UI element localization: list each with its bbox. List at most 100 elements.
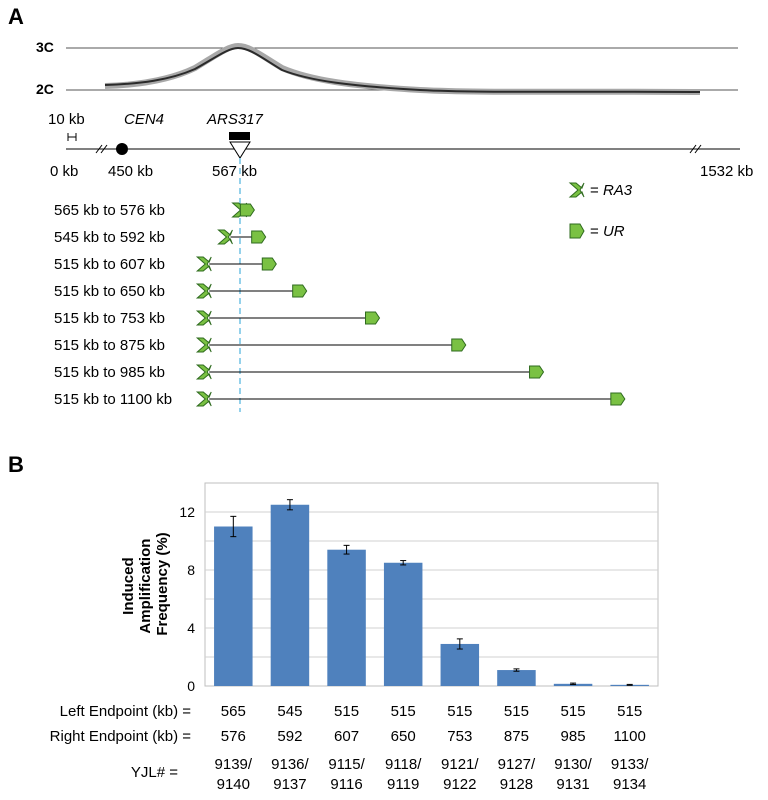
y-axis-label-line-2: Amplification bbox=[137, 539, 154, 634]
bars bbox=[214, 504, 649, 686]
right-endpoint-value: 1100 bbox=[614, 728, 646, 745]
left-endpoint-value: 515 bbox=[504, 703, 529, 720]
y-axis-label: Induced Amplification Frequency (%) bbox=[120, 532, 171, 635]
right-endpoint-value: 753 bbox=[447, 728, 472, 745]
yjl-value-line-1: 9118/ bbox=[385, 756, 422, 773]
yjl-value-line-1: 9115/ bbox=[328, 756, 365, 773]
y-tick-label: 8 bbox=[187, 562, 195, 578]
yjl-value-line-2: 9131 bbox=[556, 776, 589, 793]
RA3-cassette-icon bbox=[195, 364, 212, 380]
y-tick-label: 0 bbox=[187, 678, 195, 694]
left-endpoint-value: 515 bbox=[447, 703, 472, 720]
svg-text:= RA3: = RA3 bbox=[590, 182, 633, 199]
error-bar bbox=[513, 668, 520, 672]
panel-a-label: A bbox=[8, 4, 24, 29]
yjl-value-line-2: 9122 bbox=[443, 776, 476, 793]
yjl-value-line-2: 9128 bbox=[500, 776, 533, 793]
RA3-cassette-icon bbox=[195, 283, 212, 299]
bar bbox=[440, 643, 480, 686]
y-axis-label-line-1: Induced bbox=[120, 557, 137, 615]
legend-ra3-eq: = bbox=[590, 182, 603, 199]
legend-ra3-name: RA3 bbox=[603, 182, 633, 199]
UR-cassette-icon bbox=[239, 203, 255, 217]
chromosome-tick-450kb: 450 kb bbox=[108, 163, 153, 180]
UR-cassette-icon bbox=[261, 257, 277, 271]
error-bar bbox=[456, 638, 463, 650]
yjl-value-line-1: 9133/ bbox=[611, 756, 649, 773]
error-bar bbox=[626, 683, 633, 686]
construct-row: 515 kb to 875 kb bbox=[54, 337, 467, 354]
bar bbox=[270, 504, 310, 686]
chromosome-tick-0kb: 0 kb bbox=[50, 163, 78, 180]
construct-label: 515 kb to 875 kb bbox=[54, 337, 165, 354]
scale-bar-label: 10 kb bbox=[48, 111, 85, 128]
right-endpoint-value: 592 bbox=[277, 728, 302, 745]
construct-label: 545 kb to 592 kb bbox=[54, 229, 165, 246]
ars317-box bbox=[229, 132, 250, 140]
construct-label: 515 kb to 650 kb bbox=[54, 283, 165, 300]
yjl-value-line-2: 9134 bbox=[613, 776, 646, 793]
construct-label: 565 kb to 576 kb bbox=[54, 202, 165, 219]
RA3-icon bbox=[568, 182, 585, 198]
left-endpoint-value: 515 bbox=[617, 703, 642, 720]
yjl-value-line-2: 9116 bbox=[330, 776, 362, 793]
RA3-cassette-icon bbox=[195, 256, 212, 272]
construct-row: 515 kb to 650 kb bbox=[54, 283, 308, 300]
right-endpoint-row-label: Right Endpoint (kb) = bbox=[50, 728, 192, 745]
error-bar bbox=[570, 682, 577, 686]
construct-label: 515 kb to 753 kb bbox=[54, 310, 165, 327]
y-tick-label: 12 bbox=[179, 504, 195, 520]
UR-cassette-icon bbox=[451, 338, 467, 352]
construct-label: 515 kb to 607 kb bbox=[54, 256, 165, 273]
right-endpoint-value: 985 bbox=[561, 728, 586, 745]
yjl-value-line-1: 9130/ bbox=[554, 756, 592, 773]
construct-row: 515 kb to 985 kb bbox=[54, 364, 545, 381]
axis-break-left bbox=[95, 144, 108, 154]
construct-row: 545 kb to 592 kb bbox=[54, 229, 267, 246]
left-endpoint-value: 515 bbox=[334, 703, 359, 720]
bar bbox=[383, 562, 423, 686]
error-bar bbox=[343, 544, 350, 555]
y-tick-labels: 0 4 8 12 bbox=[179, 504, 195, 694]
yjl-value-line-1: 9139/ bbox=[215, 756, 253, 773]
y-tick-label: 4 bbox=[187, 620, 195, 636]
right-endpoint-value: 875 bbox=[504, 728, 529, 745]
ars-label: ARS317 bbox=[206, 111, 264, 128]
RA3-cassette-icon bbox=[195, 391, 212, 407]
UR-cassette-icon bbox=[529, 365, 545, 379]
yjl-value-line-2: 9137 bbox=[273, 776, 306, 793]
table-cells: 565 545 515 515 515 515 515 515 576 592 607 650 753 8… bbox=[215, 703, 650, 793]
legend-item-ur: = UR bbox=[569, 223, 625, 240]
chromosome-tick-1532kb: 1532 kb bbox=[700, 163, 753, 180]
chromosome-tick-567kb: 567 kb bbox=[212, 163, 257, 180]
error-bar bbox=[400, 560, 407, 566]
bar bbox=[497, 670, 536, 686]
yjl-value-line-2: 9140 bbox=[217, 776, 250, 793]
profile-label-3c: 3C bbox=[36, 39, 54, 55]
right-endpoint-value: 607 bbox=[334, 728, 359, 745]
axis-break-right bbox=[689, 144, 702, 154]
construct-row: 515 kb to 1100 kb bbox=[54, 391, 626, 408]
panel-b-label: B bbox=[8, 452, 24, 477]
UR-cassette-icon bbox=[365, 311, 381, 325]
legend-ur-eq: = bbox=[590, 223, 603, 240]
error-bar bbox=[286, 499, 293, 511]
error-bar bbox=[230, 515, 237, 538]
yjl-value-line-2: 9119 bbox=[387, 776, 419, 793]
construct-label: 515 kb to 1100 kb bbox=[54, 391, 172, 408]
UR-icon bbox=[569, 223, 585, 239]
RA3-cassette-icon bbox=[195, 337, 212, 353]
profile-trace bbox=[104, 46, 701, 93]
centromere-marker bbox=[116, 143, 128, 155]
ars317-marker bbox=[229, 141, 251, 159]
left-endpoint-value: 545 bbox=[277, 703, 302, 720]
construct-row: 515 kb to 753 kb bbox=[54, 310, 381, 327]
yjl-value-line-1: 9121/ bbox=[441, 756, 479, 773]
left-endpoint-value: 565 bbox=[221, 703, 246, 720]
amplification-bar-chart: 0 4 8 12 Induced Amplification Frequency (%… bbox=[120, 482, 659, 694]
endpoint-table: Left Endpoint (kb) = Right Endpoint (kb)… bbox=[50, 703, 650, 793]
RA3-cassette-icon bbox=[217, 229, 233, 245]
cassette-legend: = RA3 = UR bbox=[568, 182, 633, 240]
UR-cassette-icon bbox=[251, 230, 267, 244]
